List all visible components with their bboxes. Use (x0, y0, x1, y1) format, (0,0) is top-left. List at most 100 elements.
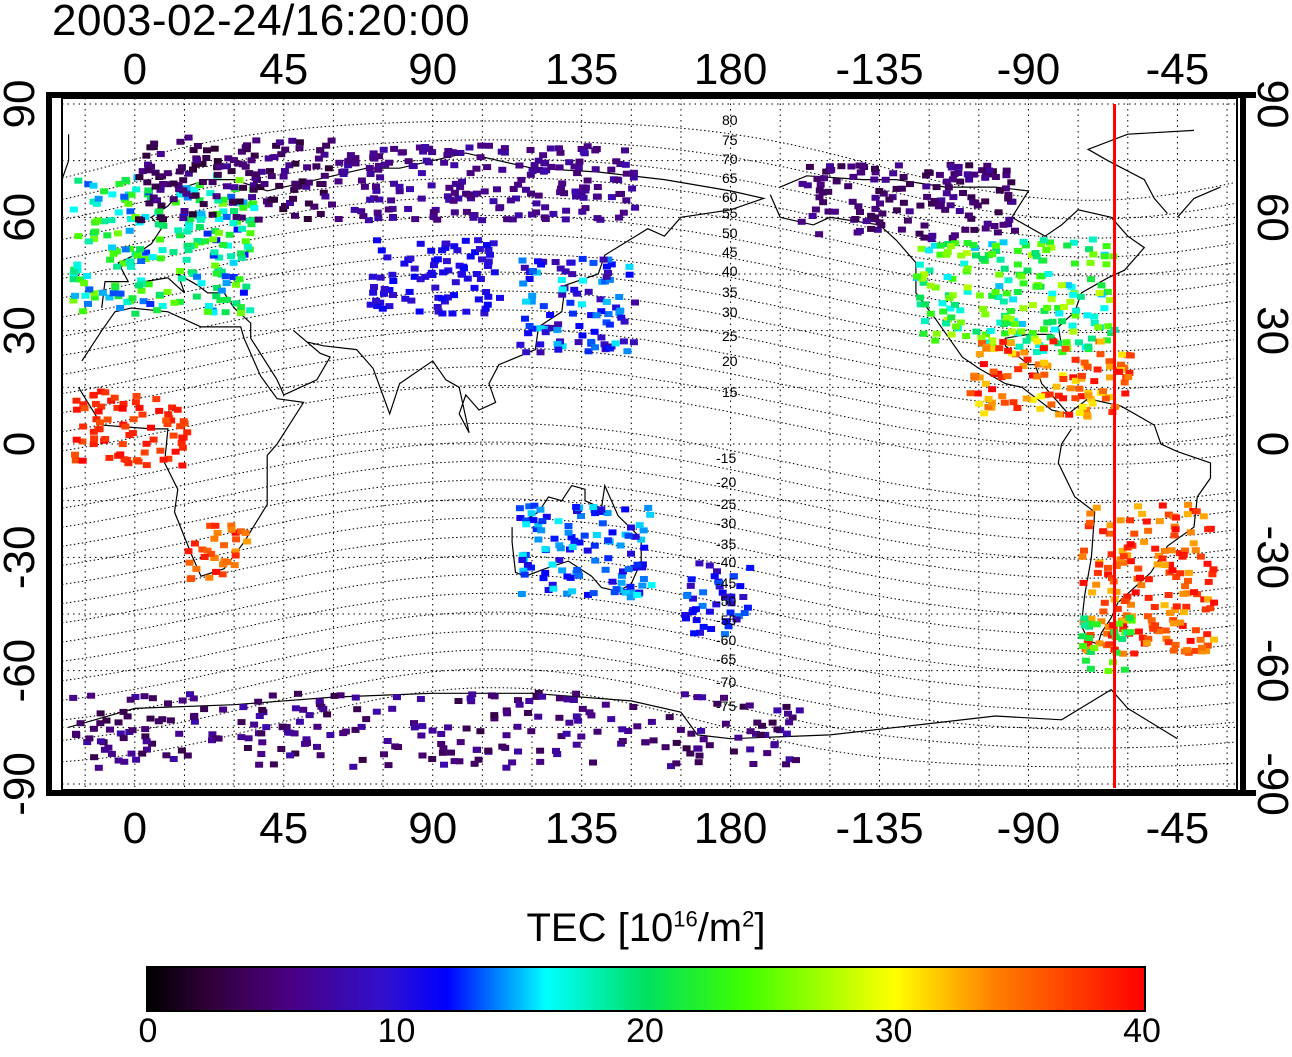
tec-cell (746, 746, 755, 753)
tec-cell (561, 216, 570, 223)
colorbar-label: 30 (874, 1012, 913, 1050)
tec-cell (1169, 620, 1178, 627)
tec-cell (286, 752, 295, 759)
tec-cell (94, 195, 103, 202)
tec-cell (1120, 379, 1129, 386)
tec-cell (154, 221, 163, 228)
tec-cell (532, 526, 541, 533)
tec-cell (913, 273, 922, 280)
tec-cell (795, 707, 804, 714)
tec-cell (143, 179, 152, 186)
tec-cell (995, 345, 1004, 352)
tec-cell (1101, 395, 1110, 402)
tec-cell (513, 723, 522, 730)
tec-cell (629, 704, 638, 710)
tec-cell (234, 160, 243, 167)
tec-cell (534, 689, 543, 696)
tec-cell (1183, 590, 1192, 597)
tec-cell (871, 165, 879, 172)
tec-cell (785, 719, 794, 726)
tec-cell (1047, 401, 1056, 408)
tec-cell (1140, 538, 1149, 545)
tec-cell (1063, 282, 1072, 289)
tec-cell (178, 462, 187, 469)
tec-cell (175, 298, 184, 305)
tec-cell (972, 252, 980, 259)
tec-cell (1191, 547, 1200, 554)
x-tick-labels-top: 0 45 90 135 180 -135 -90 -45 (123, 45, 1210, 94)
mlat-label: -50 (716, 593, 736, 609)
tec-cell (468, 691, 477, 698)
tec-cell (692, 617, 701, 624)
tec-cell (1108, 575, 1116, 581)
tec-cell (213, 529, 222, 536)
tec-cell (1026, 334, 1035, 341)
tec-cell (179, 187, 188, 194)
tec-cell (198, 546, 207, 553)
x-tick-label-bottom: -90 (997, 804, 1061, 853)
tec-cell (366, 196, 375, 203)
tec-cell (532, 209, 541, 216)
tec-cell (948, 176, 957, 183)
tec-cell (1106, 363, 1114, 370)
tec-cell (101, 436, 110, 442)
tec-cell (617, 314, 626, 321)
tec-cell (981, 380, 990, 387)
y-tick-label-left: 60 (0, 193, 44, 242)
tec-cell (686, 582, 695, 589)
tec-cell (782, 761, 790, 768)
mlat-label: 35 (722, 284, 738, 300)
tec-cell (225, 231, 234, 238)
tec-cell (536, 758, 545, 765)
tec-cell (97, 403, 106, 410)
tec-cell (583, 143, 592, 150)
tec-cell (183, 429, 192, 436)
y-tick-label-left: -30 (0, 526, 44, 590)
tec-cell (388, 214, 397, 221)
tec-cell (638, 582, 647, 589)
tec-cell (493, 186, 501, 193)
tec-cell (542, 513, 551, 520)
tec-cell (520, 264, 529, 271)
tec-cell (587, 312, 596, 319)
tec-cell (213, 158, 222, 165)
tec-cell (430, 262, 438, 269)
tec-cell (131, 310, 140, 317)
tec-cell (713, 568, 721, 575)
tec-cell (121, 176, 130, 183)
tec-cell (164, 455, 173, 462)
mlat-label: -60 (716, 632, 736, 648)
tec-cell (369, 150, 378, 157)
tec-cell (288, 137, 297, 144)
tec-cell (924, 247, 933, 254)
tec-cell (369, 289, 378, 296)
tec-cell (453, 247, 462, 254)
tec-cell (1178, 622, 1187, 629)
tec-cell (601, 566, 610, 573)
tec-cell (631, 204, 640, 211)
tec-cell (995, 283, 1004, 290)
tec-cell (729, 748, 738, 755)
tec-cell (267, 173, 276, 180)
tec-cell (1001, 319, 1010, 326)
tec-cell (947, 164, 956, 171)
y-tick-label-left: 30 (0, 306, 44, 355)
tec-cell (1134, 503, 1142, 510)
tec-cell (1000, 265, 1009, 272)
tec-cell (169, 432, 178, 439)
tec-cell (705, 608, 714, 615)
tec-cell (384, 206, 393, 213)
tec-cell (125, 258, 134, 265)
tec-cell (1014, 366, 1023, 373)
tec-cell (1137, 582, 1146, 589)
tec-cell (340, 168, 349, 175)
tec-cell (142, 738, 151, 745)
tec-cell (528, 168, 537, 175)
tec-cell (1196, 636, 1205, 643)
tec-cell (527, 298, 536, 305)
tec-cell (920, 234, 929, 241)
tec-cell (978, 340, 986, 347)
x-tick-label-top: 135 (545, 45, 618, 94)
tec-cell (154, 718, 163, 725)
tec-cell (152, 396, 161, 403)
